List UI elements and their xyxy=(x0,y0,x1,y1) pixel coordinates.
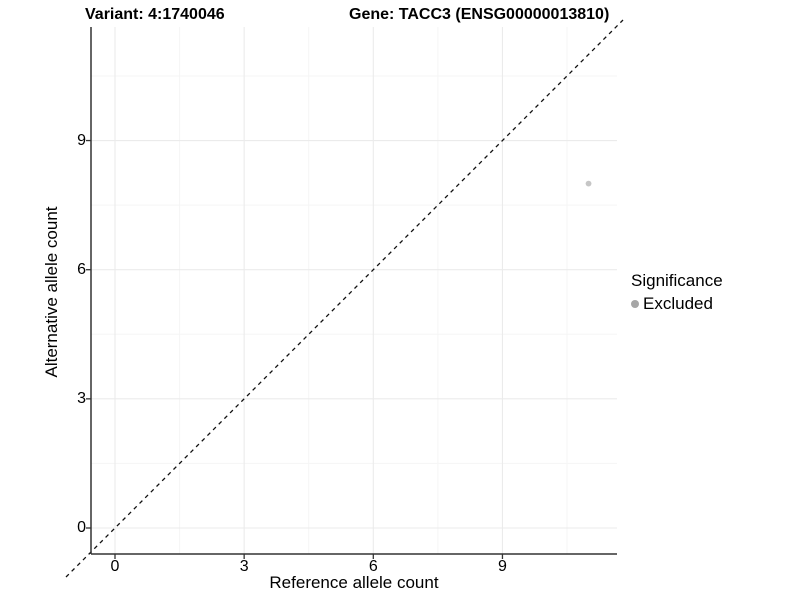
excluded-point-icon xyxy=(631,300,639,308)
identity-reference-line xyxy=(65,19,624,578)
x-tick-label: 9 xyxy=(497,558,507,575)
legend: Significance Excluded xyxy=(631,271,723,314)
variant-title: Variant: 4:1740046 xyxy=(85,6,225,23)
data-point xyxy=(585,180,592,187)
y-tick-label: 3 xyxy=(77,389,86,407)
gene-title: Gene: TACC3 (ENSG00000013810) xyxy=(349,6,610,23)
x-tick-label: 3 xyxy=(239,558,249,575)
y-axis-title: Alternative allele count xyxy=(42,206,61,378)
y-tick-label: 6 xyxy=(77,260,86,278)
legend-item-excluded: Excluded xyxy=(631,294,723,314)
x-axis-title: Reference allele count xyxy=(269,573,439,592)
x-tick-label: 0 xyxy=(110,558,120,575)
y-tick-label: 0 xyxy=(77,519,86,536)
x-tick-label: 6 xyxy=(368,558,378,575)
legend-title: Significance xyxy=(631,271,723,290)
y-tick-label: 9 xyxy=(77,131,86,149)
legend-item-label: Excluded xyxy=(643,294,713,313)
